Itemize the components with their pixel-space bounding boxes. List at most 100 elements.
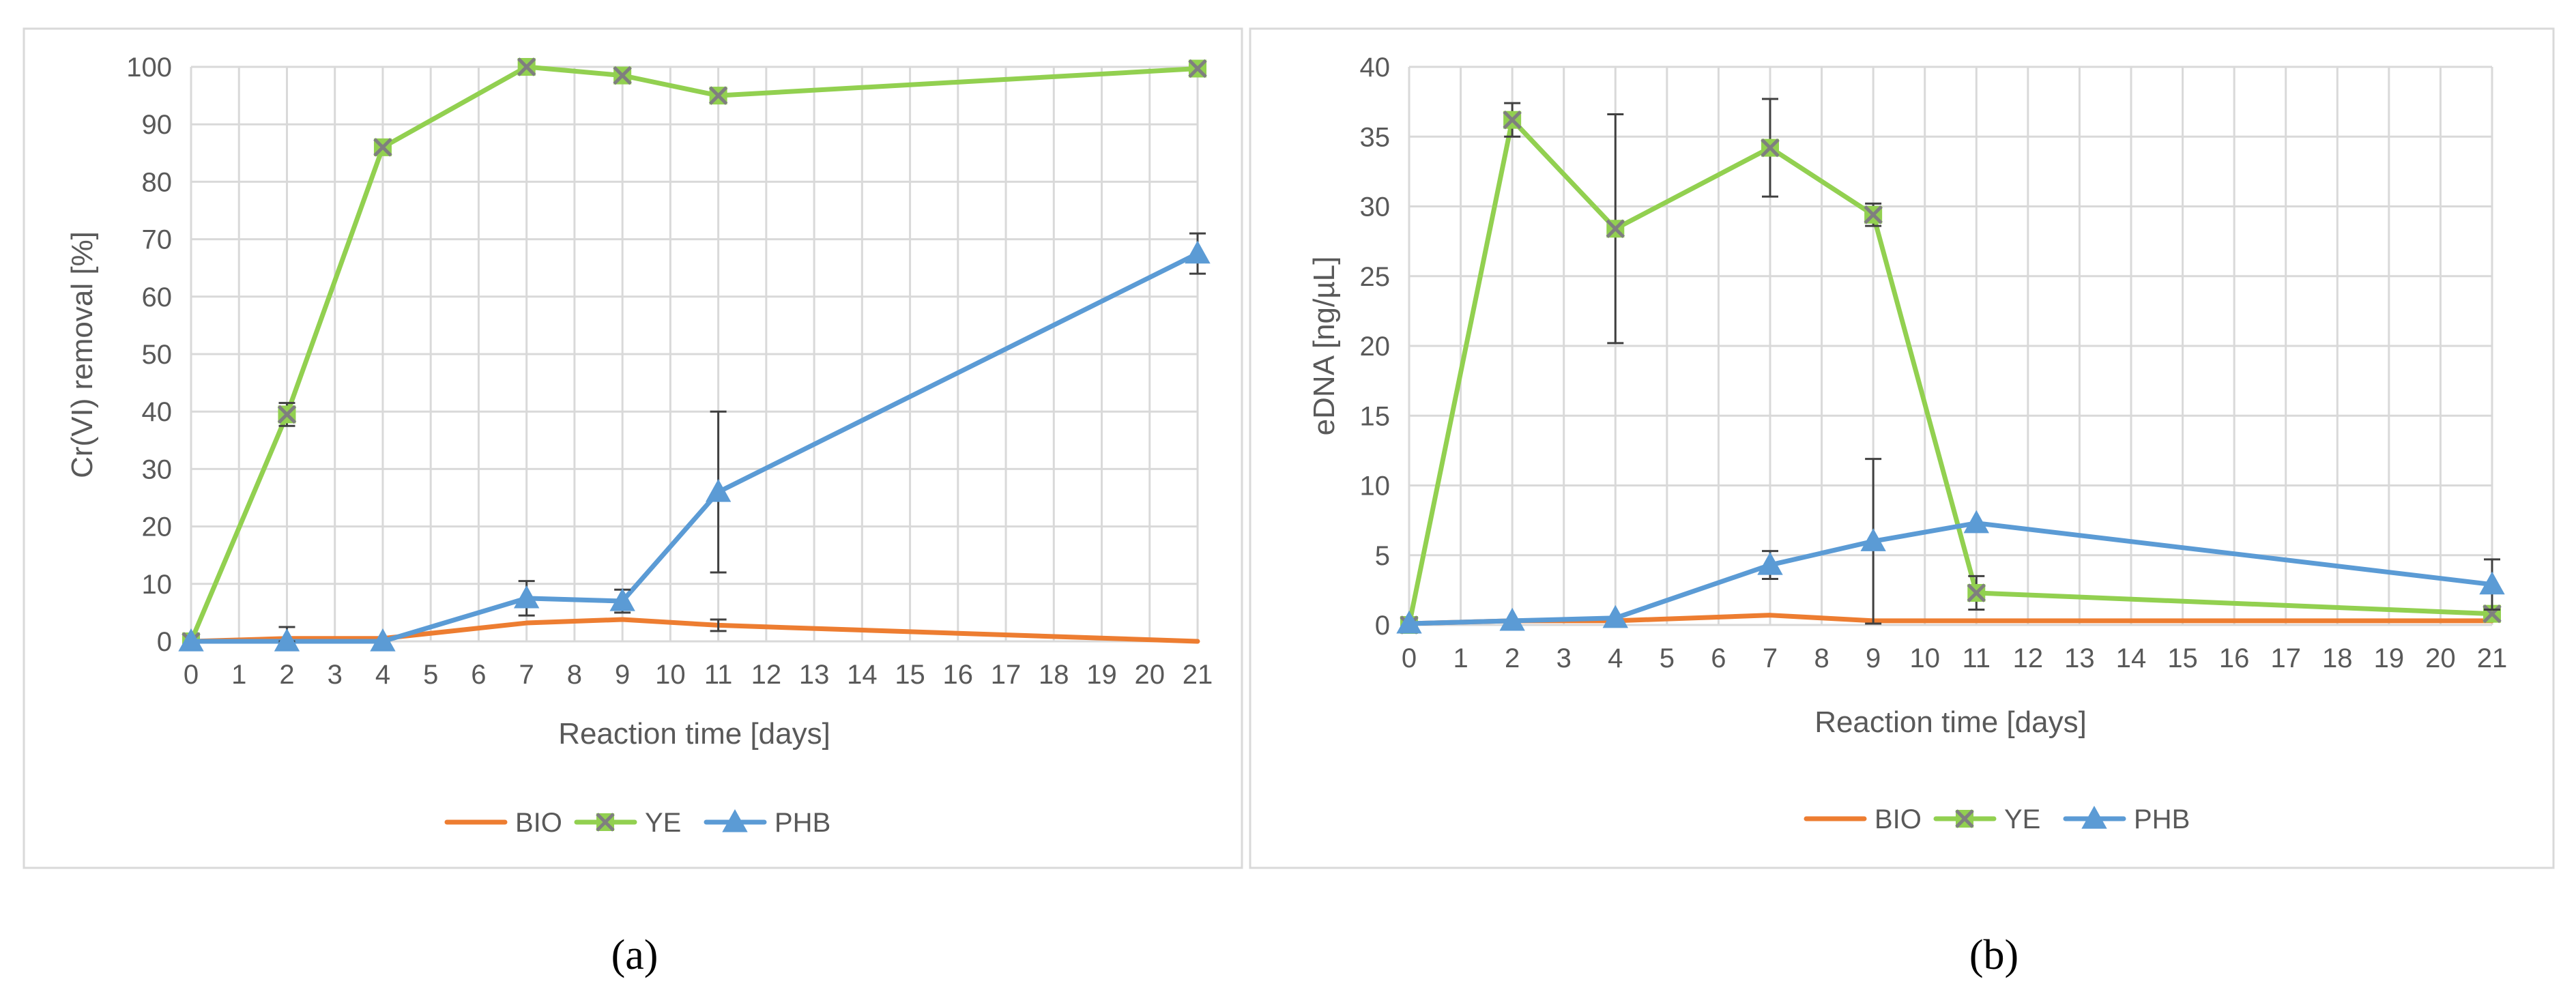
chart-b-point-phb: [2479, 571, 2505, 595]
chart-a-xtick-label: 9: [615, 660, 630, 690]
chart-a-xtick-label: 3: [328, 660, 343, 690]
chart-a-ytick-label: 90: [142, 110, 173, 140]
chart-b-point-phb: [1860, 528, 1886, 551]
chart-b-xtick-label: 1: [1453, 643, 1468, 673]
chart-b-point-ye: [1503, 110, 1522, 130]
chart-a-ytick-label: 100: [126, 53, 172, 83]
chart-b-series-phb: [1396, 458, 2505, 634]
chart-a-point-ye: [613, 65, 632, 85]
chart-a-ytick-label: 70: [142, 225, 173, 255]
chart-a-xtick-label: 14: [847, 660, 878, 690]
chart-b-ytick-label: 25: [1360, 262, 1391, 292]
chart-a-point-phb: [1185, 240, 1211, 264]
chart-b-legend-label: YE: [2004, 804, 2040, 834]
chart-b-point-ye: [1606, 219, 1625, 238]
chart-b-xtick-label: 12: [2013, 643, 2044, 673]
chart-a-point-ye: [708, 86, 728, 105]
chart-a-point-ye: [277, 405, 297, 424]
chart-a-xtick-label: 8: [567, 660, 582, 690]
chart-a-xtick-label: 21: [1183, 660, 1213, 690]
chart-b-xtick-label: 6: [1711, 643, 1726, 673]
chart-a-series-phb: [178, 232, 1211, 652]
chart-b-xtick-label: 15: [2167, 643, 2198, 673]
chart-b-ytick-label: 0: [1375, 611, 1390, 641]
chart-a-legend-item-ye: YE: [574, 808, 681, 838]
panel-a-frame: [23, 27, 1243, 869]
chart-a-xtick-label: 15: [895, 660, 925, 690]
chart-b-xtick-label: 16: [2219, 643, 2250, 673]
chart-b-legend-item-phb: PHB: [2063, 804, 2190, 834]
chart-b-ytick-label: 15: [1360, 401, 1391, 431]
chart-a-xtick-label: 10: [655, 660, 686, 690]
chart-b-xtick-label: 18: [2322, 643, 2353, 673]
chart-a-point-phb: [513, 585, 540, 609]
chart-b-xtick-label: 13: [2064, 643, 2095, 673]
chart-b-xtick-label: 7: [1763, 643, 1778, 673]
chart-b-xtick-label: 17: [2270, 643, 2301, 673]
chart-a-xtick-label: 12: [751, 660, 782, 690]
chart-a-legend-marker-phb: [722, 809, 748, 832]
chart-b-xtick-label: 0: [1402, 643, 1417, 673]
chart-b-xtick-label: 4: [1608, 643, 1623, 673]
chart-a-xtick-label: 2: [279, 660, 294, 690]
chart-a-ytick-label: 60: [142, 282, 173, 312]
chart-b-ytick-label: 30: [1360, 192, 1391, 222]
chart-b-legend: BIO YE PHB: [1804, 804, 2190, 834]
panel-label-b: (b): [1969, 932, 2018, 978]
chart-b-legend-marker-phb: [2081, 805, 2107, 829]
chart-a-legend-label: YE: [645, 808, 681, 838]
chart-b-legend-marker-ye: [1955, 809, 1974, 828]
chart-a-legend-item-phb: PHB: [704, 808, 830, 838]
chart-b-ytick-label: 5: [1375, 541, 1390, 571]
chart-b-point-phb: [1499, 607, 1525, 631]
chart-b-ylabel: eDNA [ng/µL]: [1307, 257, 1341, 436]
chart-a-xtick-label: 6: [471, 660, 486, 690]
chart-a-point-phb: [178, 628, 204, 652]
chart-a-ytick-label: 0: [157, 627, 172, 657]
chart-b-point-phb: [1396, 610, 1422, 634]
chart-a-gridlines: [190, 65, 1199, 643]
chart-a-point-phb: [705, 479, 732, 502]
chart-b-xtick-label: 19: [2374, 643, 2405, 673]
chart-b-point-ye: [1761, 138, 1780, 158]
chart-b-xtick-label: 8: [1814, 643, 1829, 673]
chart-a-xtick-label: 18: [1039, 660, 1069, 690]
chart-b-xlabel: Reaction time [days]: [1814, 705, 2087, 739]
chart-a-point-ye: [373, 138, 392, 157]
chart-b-ytick-label: 20: [1360, 332, 1391, 362]
chart-a-point-phb: [274, 628, 300, 652]
chart-b-xtick-label: 10: [1909, 643, 1940, 673]
chart-a-ytick-label: 80: [142, 167, 173, 197]
chart-a-point-phb: [609, 588, 635, 611]
chart-a-xtick-label: 17: [991, 660, 1022, 690]
chart-a-xtick-label: 13: [799, 660, 830, 690]
chart-a-errorbar-bio: [710, 618, 727, 632]
chart-a-legend-label: PHB: [775, 808, 830, 838]
chart-a-point-phb: [370, 628, 396, 652]
chart-a-legend-item-bio: BIO: [444, 808, 562, 838]
chart-a-xtick-label: 16: [943, 660, 974, 690]
chart-a-ytick-label: 10: [142, 570, 173, 600]
chart-a-ytick-label: 40: [142, 397, 173, 427]
panel-label-a: (a): [611, 932, 659, 978]
chart-b-point-phb: [1602, 605, 1628, 628]
chart-a-ylabel: Cr(VI) removal [%]: [66, 231, 99, 478]
chart-a-xtick-label: 19: [1086, 660, 1117, 690]
chart-a-legend-marker-ye: [596, 813, 615, 832]
chart-b-xtick-label: 14: [2116, 643, 2147, 673]
chart-a-xtick-label: 11: [704, 660, 733, 690]
chart-b-xtick-label: 9: [1866, 643, 1881, 673]
chart-b-legend-item-ye: YE: [1933, 804, 2040, 834]
panel-b-frame: [1249, 27, 2555, 869]
chart-a-xtick-label: 1: [231, 660, 246, 690]
chart-b-xtick-label: 21: [2477, 643, 2508, 673]
chart-a-ytick-label: 50: [142, 340, 173, 370]
chart-b-ytick-label: 35: [1360, 122, 1391, 152]
chart-a-xtick-label: 0: [184, 660, 199, 690]
chart-b-point-phb: [1757, 552, 1783, 575]
chart-b-point-ye: [1967, 583, 1986, 602]
chart-b-point-phb: [1963, 510, 1989, 534]
